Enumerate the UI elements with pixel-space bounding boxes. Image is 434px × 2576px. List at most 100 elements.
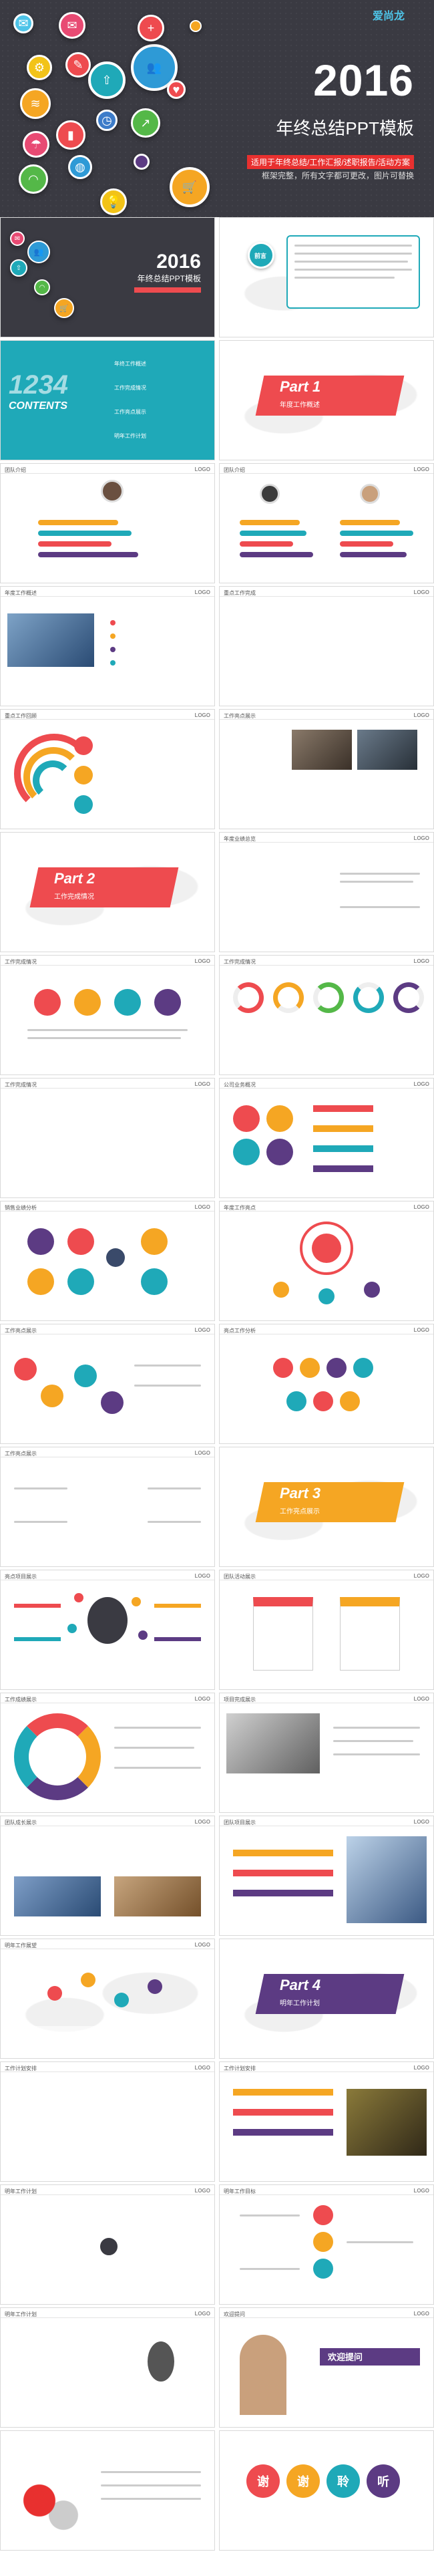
card [67,2089,101,2169]
slide-logo: LOGO [194,466,210,472]
text-line [114,1767,201,1769]
slide-thumb[interactable]: 销售业绩分析 LOGO [0,1201,215,1321]
text-line [294,261,408,263]
slide-thumb[interactable]: 公司业务概况 LOGO [219,1078,434,1198]
progress-bar [38,520,118,525]
slide-header: 工作完成情况 [5,1082,37,1088]
label-bar [233,1850,333,1856]
slide-thumb[interactable]: 亮点项目展示 LOGO [0,1570,215,1690]
avatar [240,2335,286,2415]
small-dot-icon [190,20,202,32]
cover-tagline: 适用于年终总结/工作汇报/述职报告/活动方案 [246,155,414,169]
stat-value-1: 6000万 [232,867,262,877]
avatar [260,484,280,504]
progress-bar [240,531,306,536]
progress-bar [240,541,293,547]
slide-thumb[interactable]: 明年工作目标 LOGO [219,2184,434,2305]
slide-header: 工作亮点展示 [224,713,256,719]
slide-thumb[interactable]: 前言 [219,217,434,337]
contents-item-2: 工作完成情况 [114,385,146,391]
slide-header: 工作亮点展示 [5,1328,37,1334]
dot [138,1630,148,1640]
label-bar [280,2511,373,2522]
slide-thumb[interactable]: 重点工作回顾 LOGO [0,709,215,829]
slide-thumb[interactable]: 1234 CONTENTS 年终工作概述 工作完成情况 工作亮点展示 明年工作计… [0,340,215,460]
slide-logo: LOGO [413,1081,429,1087]
slide-thumb[interactable]: 工作完成情况 LOGO [0,955,215,1075]
slide-thumb[interactable]: 工作亮点展示 LOGO [219,709,434,829]
pin-icon [47,1986,62,2001]
slide-thumb[interactable]: 年度工作亮点 LOGO [219,1201,434,1321]
icon-circle [266,1139,293,1165]
contents-number: 1234 [9,370,68,400]
slide-logo: LOGO [194,1696,210,1702]
slide-header: 明年工作目标 [224,2188,256,2194]
label-bar [14,1604,61,1608]
divider [220,2317,433,2318]
icon-circle [266,1105,293,1132]
slide-thumb[interactable]: 明年工作计划 LOGO [0,2307,215,2428]
slide-thumb[interactable]: 重点工作完成 LOGO [219,586,434,706]
slide-header: 工作亮点展示 [5,1451,37,1457]
slide-thumb[interactable]: 工作亮点展示 LOGO [0,1324,215,1444]
cover-subtitle: 年终总结PPT模板 [276,118,414,138]
slide-thumb[interactable]: 明年工作计划 LOGO [0,2184,215,2305]
slide-thumb[interactable]: 工作亮点展示 LOGO [0,1447,215,1567]
text-line [340,906,420,908]
slide-thumb[interactable]: Part 3 工作亮点展示 [219,1447,434,1567]
text-line [294,253,412,255]
slide-thumb[interactable]: 团队活动展示 LOGO [219,1570,434,1690]
slide-thumb[interactable]: 工作计划安排 LOGO [0,2061,215,2182]
slide-thumb[interactable]: 团队项目展示 LOGO [219,1816,434,1936]
slide-thumb[interactable]: 项目完成展示 LOGO [219,1693,434,1813]
label-bar [233,2129,333,2136]
closing-label: 年终总结暨新年计划 [286,2513,341,2520]
slide-thumb[interactable]: 工作完成情况 LOGO [0,1078,215,1198]
mail-icon: ✉ [13,13,33,33]
node [327,1358,347,1378]
slide-thumb[interactable]: 团队成长展示 LOGO [0,1816,215,1936]
slide-thumb[interactable]: Part 2 工作完成情况 [0,832,215,952]
slide-thumb[interactable]: 明年工作展望 LOGO [0,1939,215,2059]
slide-thumb[interactable]: Part 4 明年工作计划 [219,1939,434,2059]
slide-thumb[interactable]: 谢 谢 聆 听 年终总结暨新年计划 [219,2430,434,2551]
part-label: 工作完成情况 [54,893,94,901]
node [74,766,93,784]
slide-thumb[interactable]: 年度工作概述 LOGO [0,586,215,706]
pen-icon: ✎ [65,52,91,78]
contents-title: CONTENTS [9,400,67,412]
slide-thumb[interactable]: 团队介绍 LOGO [219,463,434,583]
slide-thumb[interactable]: 亮点工作分析 LOGO [219,1324,434,1444]
slide-thumb[interactable]: 欢迎提问 LOGO 欢迎提问 [219,2307,434,2428]
slide-logo: LOGO [194,1450,210,1456]
slide-thumb[interactable]: 工作计划安排 LOGO [219,2061,434,2182]
slide-thumb[interactable]: 工作成绩展示 LOGO [0,1693,215,1813]
tile [306,620,333,636]
slide-thumb[interactable]: 联系我们 [0,2430,215,2551]
bar-mark [150,1125,157,1179]
icon-circle [233,1105,260,1132]
hex-node [141,1228,168,1255]
heading-badge [248,242,274,269]
center-node [98,2236,120,2257]
slide-thumb[interactable]: ✉ 👥 ⇧ ◠ 🛒 2016 年终总结PPT模板 [0,217,215,337]
slide-thumb[interactable]: 团队介绍 LOGO [0,463,215,583]
slide-thumb[interactable]: 工作完成情况 LOGO [219,955,434,1075]
photo-placeholder [7,613,94,667]
label-bar [313,1165,373,1172]
bulb-icon: 💡 [100,188,127,215]
node [101,1391,124,1414]
divider [1,719,214,720]
chart-icon: ▮ [56,120,85,150]
brand-logo: 爱尚龙 [372,11,405,22]
slide-header: 团队成长展示 [5,1820,37,1826]
tile [306,647,333,663]
slide-thumb[interactable]: Part 1 年度工作概述 [219,340,434,460]
text-line [134,1385,201,1387]
part-banner [255,1482,405,1522]
bullet [110,660,116,666]
slide-thumb[interactable]: 年度业绩总览 LOGO 6000万 8000万 [219,832,434,952]
part-label: 年度工作概述 [280,402,320,409]
slide-logo: LOGO [413,2065,429,2071]
node [340,1391,360,1411]
